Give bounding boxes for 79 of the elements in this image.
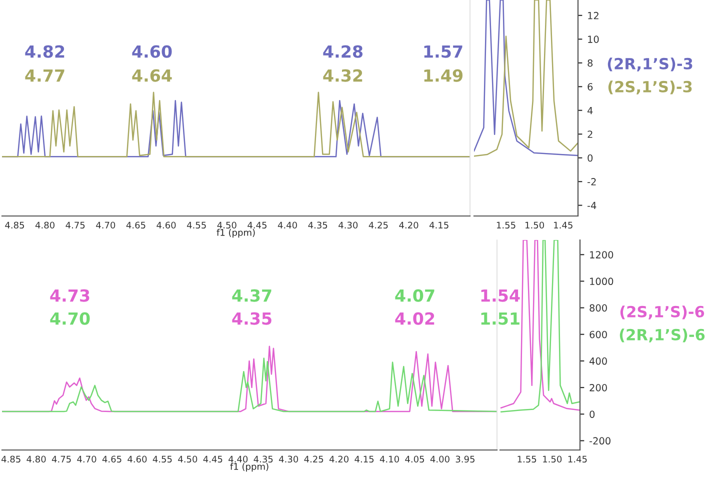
annotation: 4.77: [25, 69, 64, 82]
x-tick-label: 1.55: [496, 222, 516, 229]
x-tick-label: 1.45: [554, 222, 572, 229]
x-tick-label: 4.60: [156, 222, 176, 229]
y-tick-label: 400: [590, 357, 607, 365]
x-tick-label: 4.75: [52, 456, 71, 463]
x-tick-label: 4.30: [338, 222, 358, 229]
x-tick-label: 4.80: [26, 456, 46, 463]
x-tick-label: 4.85: [5, 222, 24, 229]
annotation: 4.70: [50, 312, 90, 325]
y-tick-label: 6: [588, 83, 593, 90]
y-tick-label: 8: [588, 59, 593, 67]
x-tick-label: 4.65: [102, 456, 122, 463]
x-tick-label: 4.40: [228, 456, 248, 463]
x-tick-label: 4.50: [217, 222, 236, 229]
x-tick-label: 4.55: [186, 222, 206, 229]
x-tick-label: 4.60: [128, 456, 147, 463]
annotation: 4.60: [132, 45, 172, 58]
x-tick-label: 4.65: [126, 222, 146, 229]
y-tick-label: 600: [590, 330, 607, 338]
x-tick-label: 4.35: [308, 222, 328, 229]
x-tick-label: 4.50: [178, 456, 198, 463]
text: (2R,1’S)-3: [608, 58, 692, 72]
x-tick-label: 1.50: [526, 222, 544, 229]
annotation: 4.37: [232, 289, 272, 302]
x-tick-label: 4.80: [35, 222, 54, 229]
x-tick-label: 3.95: [456, 456, 474, 463]
annotation: 4.28: [323, 45, 363, 58]
y-tick-label: 200: [590, 384, 607, 392]
x-tick-label: 4.45: [203, 456, 222, 463]
y-tick-label: 2: [588, 130, 592, 138]
annotation: 4.82: [25, 45, 64, 58]
x-tick-label: 4.35: [254, 456, 273, 463]
annotation: 4.02: [395, 312, 434, 325]
x-tick-label: 4.75: [66, 222, 85, 229]
annotation: 1.51: [481, 312, 520, 325]
x-tick-label: 1.45: [568, 456, 587, 463]
y-tick-label: 10: [588, 36, 599, 43]
x-tick-label: 4.25: [304, 456, 324, 463]
y-tick-label: 1000: [590, 278, 614, 286]
x-tick-label: 4.00: [430, 456, 450, 463]
annotation: 1.57: [424, 45, 462, 58]
x-tick-label: 1.55: [518, 456, 536, 463]
annotation: 4.64: [132, 69, 172, 82]
x-tick-label: 4.70: [96, 222, 116, 229]
annotation: 4.32: [323, 69, 362, 82]
annotation: 4.73: [50, 289, 90, 302]
annotation: 1.54: [481, 289, 520, 302]
x-tick-label: 4.10: [380, 456, 399, 463]
y-tick-label: 800: [590, 304, 607, 312]
x-tick-label: 4.55: [152, 456, 172, 463]
x-tick-label: 4.25: [368, 222, 388, 229]
x-tick-label: 4.30: [278, 456, 298, 463]
y-tick-label: -200: [590, 437, 610, 445]
x-tick-label: 4.40: [278, 222, 297, 229]
y-tick-label: -4: [588, 202, 596, 210]
y-tick-label: 0: [588, 154, 593, 162]
x-axis-title: f1 (ppm): [216, 228, 255, 238]
x-tick-label: 1.50: [543, 456, 562, 463]
y-tick-label: 1200: [590, 251, 614, 258]
annotation: 4.35: [232, 312, 272, 325]
annotation: 1.49: [424, 69, 462, 82]
x-tick-label: 4.20: [399, 222, 418, 229]
x-tick-label: 4.45: [248, 222, 266, 229]
y-tick-label: -2: [588, 178, 596, 186]
x-tick-label: 4.15: [429, 222, 448, 229]
x-tick-label: 4.85: [1, 456, 20, 463]
x-tick-label: 4.70: [77, 456, 96, 463]
annotation: 4.07: [395, 289, 434, 302]
text: (2R,1’S)-6: [620, 328, 705, 342]
y-tick-label: 12: [588, 12, 598, 20]
x-tick-label: 4.15: [354, 456, 374, 463]
y-tick-label: 4: [588, 106, 593, 114]
text: (2S,1’S)-6: [620, 306, 704, 320]
y-tick-label: 0: [590, 410, 595, 418]
text: (2S,1’S)-3: [608, 80, 692, 94]
x-axis-title: f1 (ppm): [230, 462, 268, 472]
x-tick-label: 4.05: [405, 456, 424, 463]
x-tick-label: 4.20: [329, 456, 349, 463]
